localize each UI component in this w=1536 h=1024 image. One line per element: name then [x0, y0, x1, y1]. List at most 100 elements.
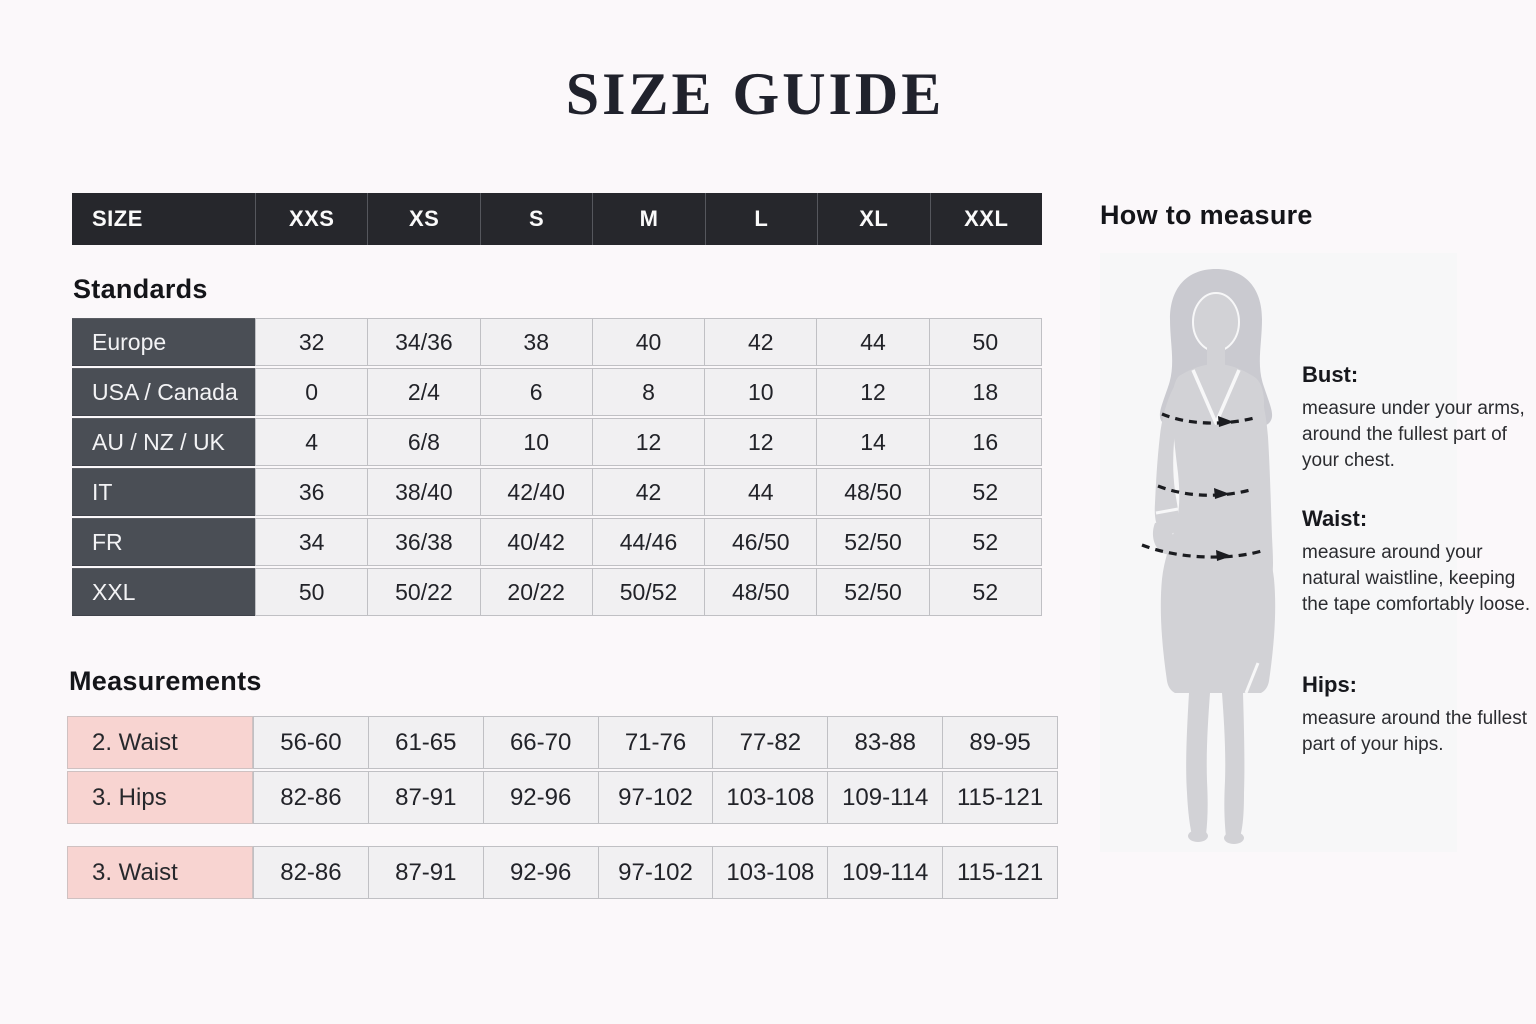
- size-header-row: SIZE XXS XS S M L XL XXL: [72, 193, 1042, 245]
- table-row: FR 34 36/38 40/42 44/46 46/50 52/50 52: [72, 518, 1042, 566]
- table-cell: 44: [704, 468, 818, 516]
- table-cell: 82-86: [253, 846, 369, 899]
- bust-info-title: Bust:: [1302, 362, 1359, 387]
- table-cell: 44/46: [591, 518, 706, 566]
- size-col-m: M: [592, 193, 704, 245]
- size-col-s: S: [479, 193, 592, 245]
- table-cell: 16: [928, 418, 1042, 466]
- table-cell: 77-82: [712, 716, 829, 769]
- table-cell: 52: [928, 468, 1042, 516]
- size-col-xs: XS: [367, 193, 479, 245]
- table-cell: 34: [255, 518, 369, 566]
- row-label-fr: FR: [72, 518, 255, 566]
- extra-measurements-table: 3. Waist 82-86 87-91 92-96 97-102 103-10…: [67, 846, 1059, 901]
- table-cell: 103-108: [712, 771, 829, 824]
- table-row: AU / NZ / UK 4 6/8 10 12 12 14 16: [72, 418, 1042, 466]
- table-row: Europe 32 34/36 38 40 42 44 50: [72, 318, 1042, 366]
- table-cell: 87-91: [367, 771, 484, 824]
- table-row: IT 36 38/40 42/40 42 44 48/50 52: [72, 468, 1042, 516]
- table-cell: 50: [255, 568, 369, 616]
- size-col-l: L: [704, 193, 817, 245]
- hips-measure-arrow: [1141, 543, 1266, 559]
- table-cell: 87-91: [367, 846, 484, 899]
- table-row: 3. Waist 82-86 87-91 92-96 97-102 103-10…: [67, 846, 1059, 899]
- table-cell: 115-121: [942, 846, 1059, 899]
- waist-measure-arrow: [1157, 484, 1251, 497]
- row-label-hips: 3. Hips: [67, 771, 253, 824]
- table-cell: 52: [928, 518, 1042, 566]
- table-cell: 83-88: [827, 716, 944, 769]
- table-cell: 12: [591, 418, 706, 466]
- table-cell: 12: [816, 368, 930, 416]
- measurements-table: 2. Waist 56-60 61-65 66-70 71-76 77-82 8…: [67, 716, 1059, 826]
- table-cell: 14: [816, 418, 930, 466]
- table-cell: 109-114: [827, 846, 944, 899]
- table-cell: 2/4: [367, 368, 481, 416]
- table-cell: 42: [591, 468, 706, 516]
- table-cell: 42: [704, 318, 818, 366]
- table-cell: 6/8: [367, 418, 481, 466]
- table-cell: 50/22: [367, 568, 481, 616]
- table-cell: 92-96: [482, 846, 599, 899]
- measurements-heading: Measurements: [69, 666, 262, 696]
- page-title: SIZE GUIDE: [565, 61, 945, 127]
- standards-heading: Standards: [73, 274, 208, 304]
- table-cell: 97-102: [597, 846, 714, 899]
- table-cell: 12: [704, 418, 818, 466]
- table-cell: 18: [928, 368, 1042, 416]
- row-label-usa-canada: USA / Canada: [72, 368, 255, 416]
- bust-measure-arrow: [1161, 412, 1259, 425]
- table-cell: 61-65: [367, 716, 484, 769]
- table-cell: 38/40: [367, 468, 481, 516]
- row-label-europe: Europe: [72, 318, 255, 366]
- table-row: XXL 50 50/22 20/22 50/52 48/50 52/50 52: [72, 568, 1042, 616]
- table-cell: 52: [928, 568, 1042, 616]
- table-cell: 40: [591, 318, 706, 366]
- table-cell: 97-102: [597, 771, 714, 824]
- table-row: 2. Waist 56-60 61-65 66-70 71-76 77-82 8…: [67, 716, 1059, 769]
- table-cell: 52/50: [816, 568, 930, 616]
- hips-info-section: Hips: measure around the fullest part of…: [1302, 672, 1536, 758]
- table-cell: 34/36: [367, 318, 481, 366]
- measurement-figure-panel: [1100, 253, 1457, 852]
- row-label-it: IT: [72, 468, 255, 516]
- table-cell: 71-76: [597, 716, 714, 769]
- bust-info-section: Bust: measure under your arms, around th…: [1302, 362, 1536, 475]
- table-cell: 0: [255, 368, 369, 416]
- bust-info-text: measure under your arms, around the full…: [1302, 398, 1525, 472]
- table-cell: 92-96: [482, 771, 599, 824]
- row-label-xxl: XXL: [72, 568, 255, 616]
- table-cell: 10: [704, 368, 818, 416]
- row-label-au-nz-uk: AU / NZ / UK: [72, 418, 255, 466]
- table-cell: 32: [255, 318, 369, 366]
- waist-arrowhead: [1214, 488, 1230, 499]
- table-cell: 50: [928, 318, 1042, 366]
- table-cell: 52/50: [816, 518, 930, 566]
- table-cell: 36: [255, 468, 369, 516]
- table-cell: 89-95: [942, 716, 1059, 769]
- table-row: USA / Canada 0 2/4 6 8 10 12 18: [72, 368, 1042, 416]
- table-cell: 66-70: [482, 716, 599, 769]
- table-cell: 46/50: [704, 518, 818, 566]
- table-cell: 38: [479, 318, 593, 366]
- table-row: 3. Hips 82-86 87-91 92-96 97-102 103-108…: [67, 771, 1059, 824]
- waist-info-text: measure around your natural waistline, k…: [1302, 542, 1531, 616]
- hips-arrowhead: [1216, 550, 1232, 561]
- table-cell: 4: [255, 418, 369, 466]
- table-cell: 103-108: [712, 846, 829, 899]
- hips-info-title: Hips:: [1302, 672, 1357, 697]
- table-cell: 42/40: [479, 468, 593, 516]
- table-cell: 50/52: [591, 568, 706, 616]
- size-col-xxs: XXS: [255, 193, 367, 245]
- waist-info-title: Waist:: [1302, 506, 1368, 531]
- row-label-waist: 2. Waist: [67, 716, 253, 769]
- row-label-waist-extra: 3. Waist: [67, 846, 253, 899]
- table-cell: 20/22: [479, 568, 593, 616]
- table-cell: 36/38: [367, 518, 481, 566]
- woman-silhouette-illustration: [1141, 269, 1276, 844]
- hips-info-text: measure around the fullest part of your …: [1302, 708, 1527, 756]
- table-cell: 109-114: [827, 771, 944, 824]
- standards-table: Europe 32 34/36 38 40 42 44 50 USA / Can…: [72, 318, 1042, 618]
- table-cell: 10: [479, 418, 593, 466]
